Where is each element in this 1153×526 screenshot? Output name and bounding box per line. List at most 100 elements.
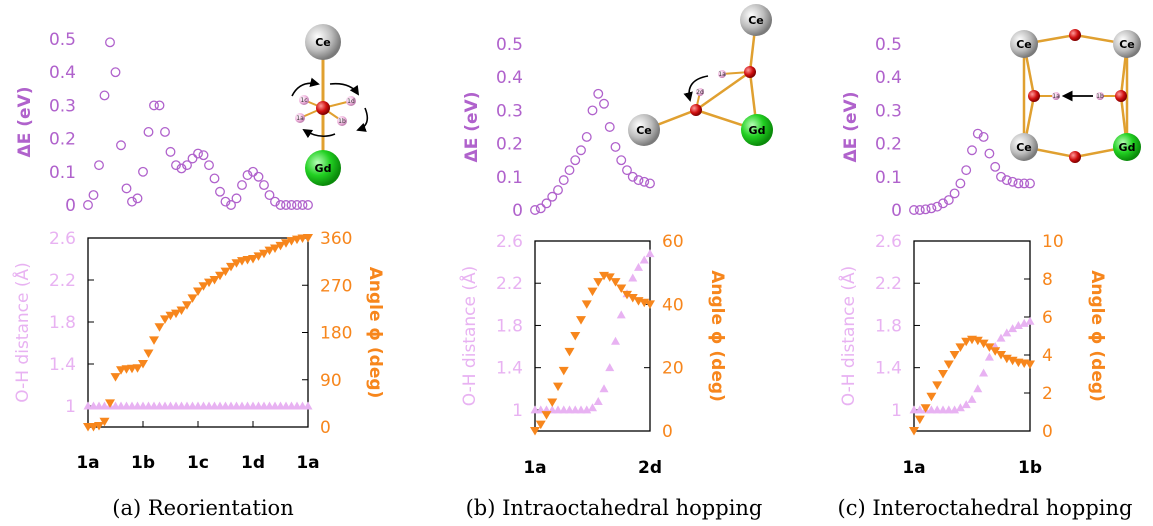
oh-point: [1019, 318, 1029, 327]
angle-point: [587, 287, 598, 297]
h-atom-2d: [696, 88, 704, 96]
panel-caption: (c) Interoctahedral hopping: [838, 496, 1133, 520]
energy-point: [121, 183, 132, 194]
oh-point: [932, 405, 942, 414]
energy-point: [231, 193, 242, 204]
ce-atom: [1010, 30, 1038, 58]
oh-point: [996, 333, 1006, 342]
energy-point: [94, 160, 104, 171]
energy-point: [547, 191, 558, 202]
energy-point: [176, 163, 187, 174]
angle-point: [570, 332, 581, 341]
angle-point: [105, 399, 115, 408]
angle-y-tick-label: 0: [320, 418, 331, 438]
angle-point: [955, 343, 966, 352]
energy-point: [530, 205, 540, 215]
energy-point: [639, 176, 650, 187]
angle-point: [978, 339, 989, 349]
gd-label: Gd: [749, 124, 766, 137]
energy-point: [1019, 178, 1030, 189]
angle-point: [215, 271, 225, 281]
energy-point: [171, 160, 181, 171]
angle-point: [990, 347, 1001, 356]
angle-point: [160, 315, 170, 324]
oh-point: [599, 384, 609, 393]
angle-point: [984, 343, 995, 352]
energy-point: [645, 178, 655, 189]
oh-point: [1025, 316, 1035, 325]
oh-point: [1008, 324, 1018, 333]
angle-point: [943, 360, 954, 369]
oh-y-tick-label: 2.2: [875, 274, 902, 294]
lower-plot: 1 1.4 1.8 2.2 2.6 O-H distance (Å) 0 90 180 270 36…: [11, 229, 385, 473]
energy-y-tick-label: 0.5: [875, 35, 902, 55]
energy-point: [955, 178, 966, 189]
angle-point: [558, 366, 569, 376]
oh-point: [559, 405, 569, 414]
angle-point: [920, 404, 931, 413]
energy-point: [1025, 178, 1035, 189]
h-label-2d: 2d: [696, 89, 704, 96]
h-atom-1b: [1096, 92, 1104, 100]
angle-point: [593, 278, 604, 287]
lower-plot-frame: [87, 237, 309, 428]
energy-point: [154, 100, 165, 111]
rotation-arrow-icon: [356, 107, 369, 132]
panel-caption: (a) Reorientation: [112, 496, 293, 520]
o-atom: [1115, 90, 1127, 102]
energy-point: [127, 196, 137, 207]
angle-point: [530, 427, 540, 436]
h-atom-1d: [346, 96, 356, 106]
h-atom-1c: [299, 95, 309, 105]
angle-point: [198, 282, 209, 291]
energy-point: [949, 188, 960, 199]
angle-point: [275, 241, 286, 251]
energy-y-tick-label: 0.5: [49, 30, 76, 50]
energy-point: [149, 100, 159, 111]
energy-point: [558, 175, 569, 186]
energy-point: [599, 98, 609, 109]
energy-point: [160, 127, 170, 137]
o-atom: [1069, 151, 1081, 163]
ce-label: Ce: [1119, 38, 1135, 51]
energy-point: [587, 105, 598, 116]
angle-y-tick-label: 360: [320, 229, 352, 249]
panel-a: 0 0.1 0.2 0.3 0.4 0.5 ΔE (eV) 1 1.4 1.8 2.2 2.6 O-H …: [11, 30, 385, 520]
energy-point: [1007, 176, 1018, 187]
energy-y-tick-label: 0: [65, 196, 76, 216]
angle-point: [132, 364, 143, 373]
oh-y-tick-label: 1.4: [496, 359, 523, 379]
h-label-1a: 1a: [296, 115, 304, 122]
energy-point: [297, 200, 308, 210]
energy-point: [535, 203, 546, 214]
energy-point: [182, 160, 192, 171]
energy-point: [187, 153, 198, 164]
h-label-1c: 1c: [300, 97, 307, 104]
h-label-1a: 1a: [1052, 93, 1060, 100]
energy-point: [1001, 175, 1012, 186]
oh-point: [605, 363, 615, 372]
gd-label: Gd: [315, 162, 332, 175]
angle-point: [149, 336, 159, 345]
energy-y-tick-label: 0.3: [875, 101, 902, 121]
oh-y-tick-label: 2.2: [496, 274, 523, 294]
angle-point: [645, 300, 655, 309]
angle-point: [581, 300, 592, 309]
angle-y-tick-label: 60: [662, 232, 684, 252]
angle-point: [94, 421, 104, 431]
energy-point: [242, 170, 253, 181]
energy-point: [99, 90, 110, 101]
angle-point: [541, 411, 552, 420]
angle-point: [270, 244, 280, 253]
angle-point: [281, 239, 291, 248]
angle-y-axis-label: Angle ϕ (deg): [707, 270, 727, 402]
angle-y-tick-label: 0: [662, 422, 673, 442]
x-tick-label: 1c: [187, 453, 209, 473]
energy-point: [292, 200, 302, 210]
angle-y-axis-label: Angle ϕ (deg): [1087, 270, 1107, 402]
oh-point: [593, 396, 603, 405]
oh-y-tick-label: 1: [512, 401, 523, 421]
energy-y-tick-label: 0: [891, 201, 902, 221]
angle-point: [187, 294, 198, 303]
angle-point: [171, 309, 181, 319]
